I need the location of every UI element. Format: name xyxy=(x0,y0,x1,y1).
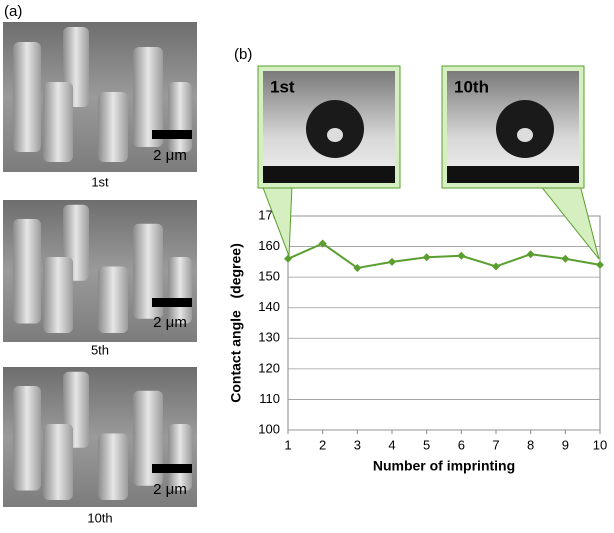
data-point xyxy=(422,253,431,262)
inset-label: 10th xyxy=(454,77,489,96)
y-tick-label: 100 xyxy=(258,421,280,436)
data-point xyxy=(388,257,396,266)
y-tick-label: 130 xyxy=(258,330,280,345)
scale-bar-label: 2 μm xyxy=(153,481,187,498)
x-tick-label: 3 xyxy=(354,437,361,452)
sem-image xyxy=(3,200,197,342)
image-caption: 10th xyxy=(87,510,112,525)
image-caption: 1st xyxy=(91,174,109,189)
x-tick-label: 10 xyxy=(593,437,607,452)
y-tick-label: 120 xyxy=(258,360,280,375)
x-tick-label: 4 xyxy=(388,437,395,452)
scale-bar-label: 2 μm xyxy=(153,147,187,164)
y-tick-label: 110 xyxy=(259,391,280,406)
data-point xyxy=(284,254,292,263)
x-tick-label: 2 xyxy=(319,437,326,452)
y-tick-label: 160 xyxy=(258,238,280,253)
x-tick-label: 7 xyxy=(492,437,499,452)
data-point xyxy=(457,251,466,260)
image-caption: 5th xyxy=(91,342,109,357)
y-tick-label: 140 xyxy=(258,299,280,314)
data-point xyxy=(526,250,535,259)
data-point xyxy=(353,263,362,272)
y-tick-label: 150 xyxy=(258,269,280,284)
sem-image xyxy=(3,22,197,172)
panel-label: (a) xyxy=(4,3,22,20)
x-tick-label: 5 xyxy=(423,437,430,452)
x-tick-label: 6 xyxy=(458,437,465,452)
x-tick-label: 1 xyxy=(284,437,291,452)
data-point xyxy=(561,254,570,263)
scale-bar-label: 2 μm xyxy=(153,314,187,331)
data-point xyxy=(318,239,327,248)
x-tick-label: 8 xyxy=(527,437,534,452)
inset-photo xyxy=(257,65,401,189)
sem-image xyxy=(3,367,197,507)
x-axis-label: Number of imprinting xyxy=(373,458,515,474)
inset-photo xyxy=(441,65,585,189)
inset-label: 1st xyxy=(270,77,295,96)
x-tick-label: 9 xyxy=(562,437,569,452)
data-point xyxy=(492,262,500,271)
data-line xyxy=(287,242,601,270)
data-point xyxy=(596,260,604,269)
panel-label: (b) xyxy=(234,46,252,63)
y-axis-label: Contact angle (degree) xyxy=(228,243,244,402)
callout xyxy=(538,184,600,260)
plot-frame xyxy=(287,215,601,431)
